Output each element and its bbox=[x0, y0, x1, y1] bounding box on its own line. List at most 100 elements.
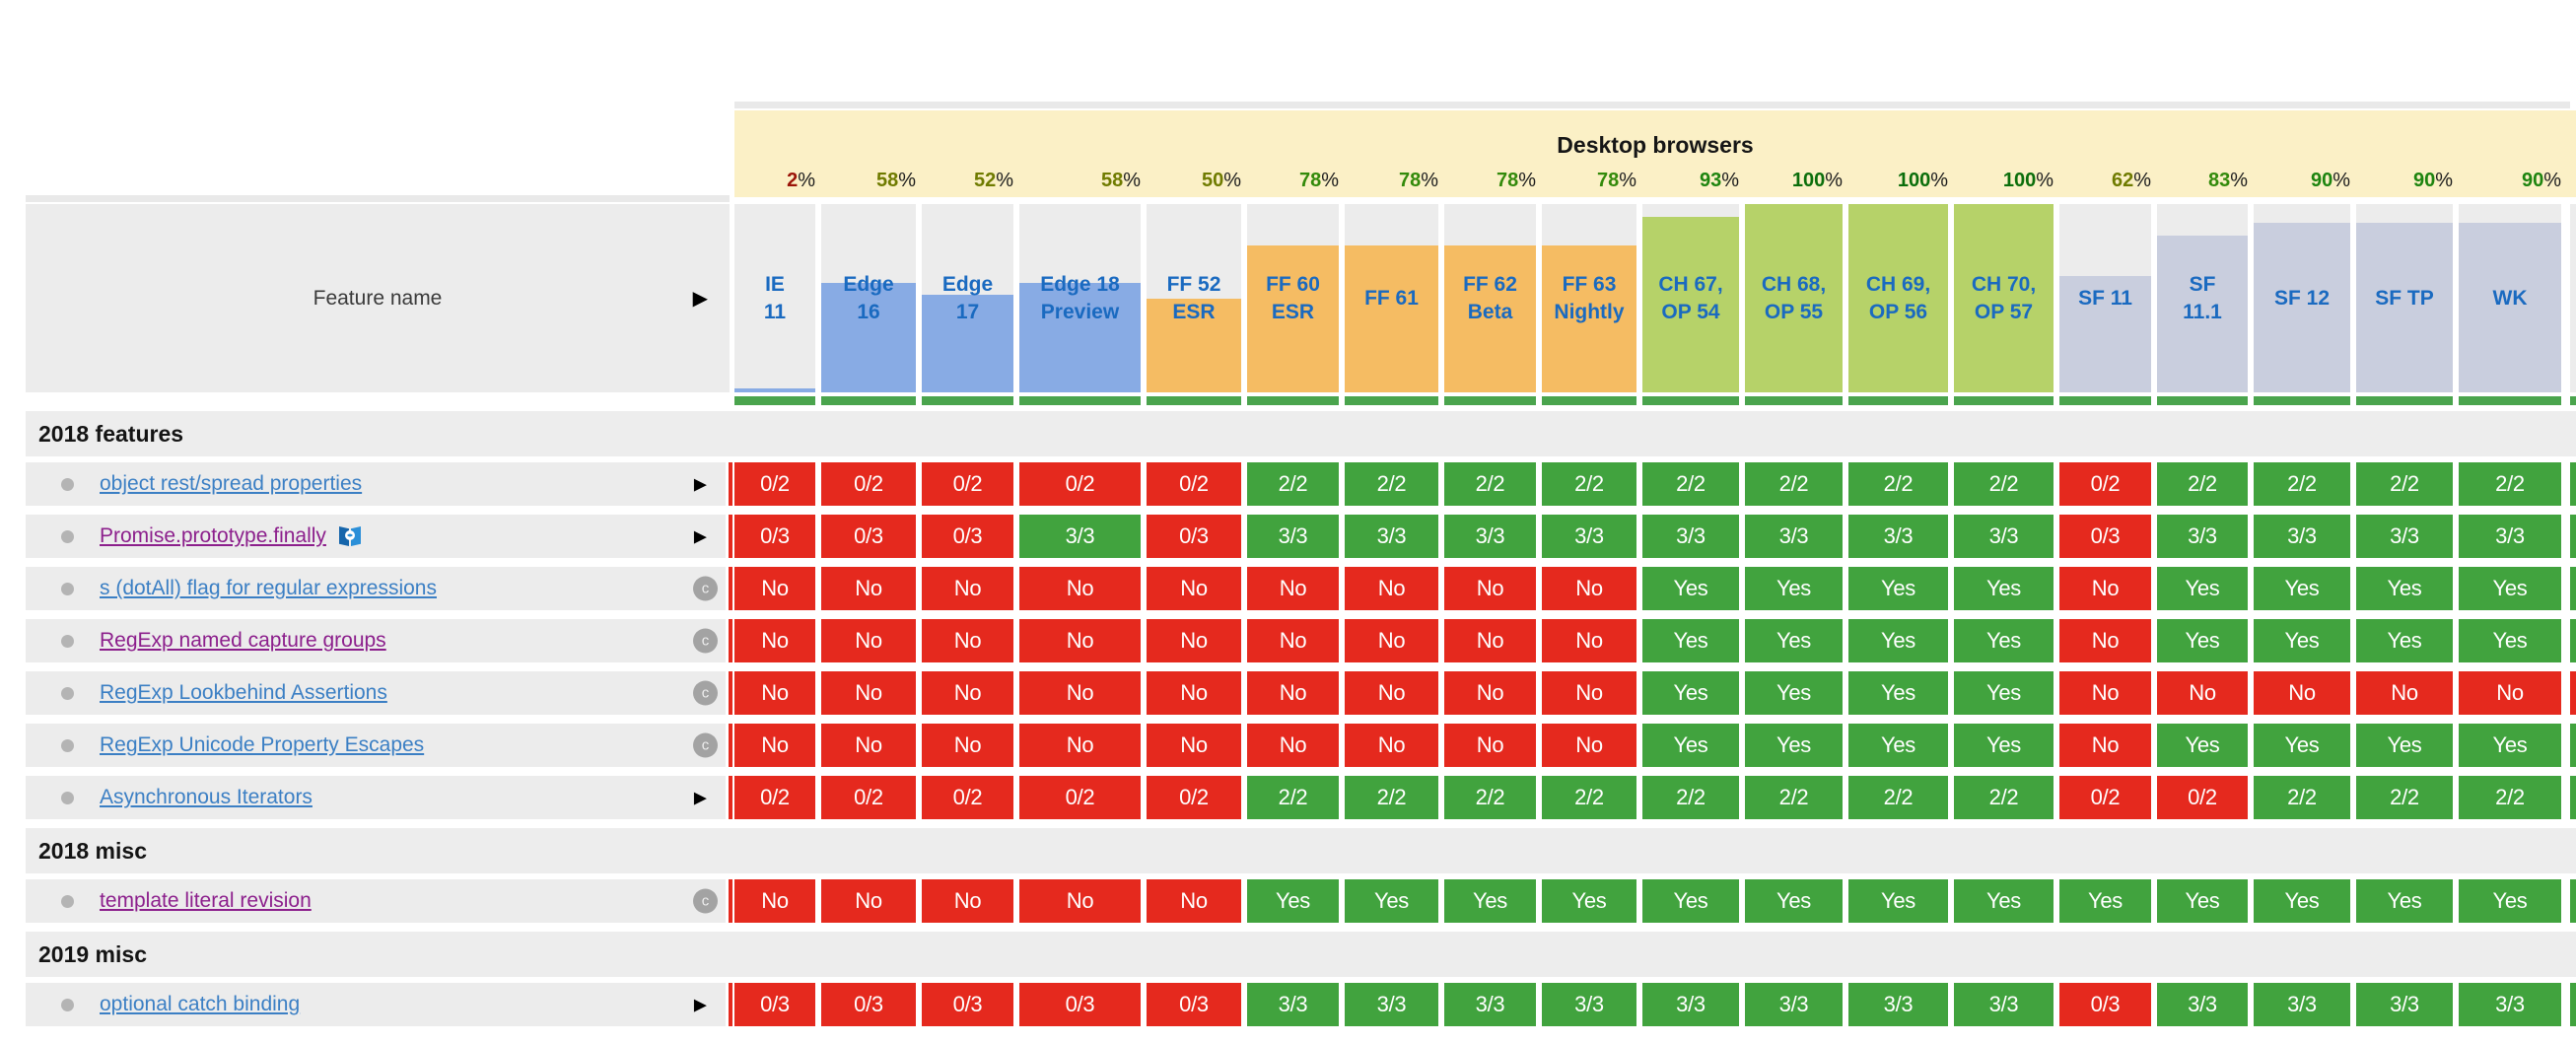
support-cell-edge-16: 0/3 bbox=[821, 983, 916, 1026]
clipped-column-sliver-left bbox=[729, 515, 732, 558]
feature-link[interactable]: Asynchronous Iterators bbox=[100, 786, 313, 808]
docs-flag-icon[interactable] bbox=[337, 525, 363, 547]
feature-name-cell: Promise.prototype.finally ▶ bbox=[26, 515, 726, 558]
changelog-badge[interactable]: c bbox=[693, 732, 718, 758]
support-cell-wk: Yes bbox=[2459, 879, 2561, 923]
browser-col-edge-16[interactable]: Edge 16 bbox=[821, 204, 916, 392]
browser-col-edge-17[interactable]: Edge 17 bbox=[922, 204, 1013, 392]
clipped-column-sliver-right bbox=[2570, 515, 2576, 558]
browser-col-ff-52-esr[interactable]: FF 52 ESR bbox=[1147, 204, 1241, 392]
feature-name-cell: Asynchronous Iterators ▶ bbox=[26, 776, 726, 819]
percent-value: 83 bbox=[2207, 170, 2231, 191]
feature-link[interactable]: template literal revision bbox=[100, 889, 312, 912]
percent-value: 78 bbox=[1596, 170, 1620, 191]
expand-all-arrow-icon[interactable]: ▶ bbox=[692, 287, 708, 310]
feature-link[interactable]: Promise.prototype.finally bbox=[100, 524, 326, 547]
browser-col-ff-63-nightly[interactable]: FF 63 Nightly bbox=[1542, 204, 1636, 392]
clipped-column-sliver-left bbox=[729, 462, 732, 506]
percent-sign: % bbox=[1930, 170, 1948, 191]
underline-edge-16 bbox=[821, 396, 916, 405]
support-percent-edge-16: 58% bbox=[821, 168, 916, 193]
browser-col-wk[interactable]: WK bbox=[2459, 204, 2561, 392]
support-cell-ch-68-op-55: 3/3 bbox=[1745, 515, 1843, 558]
expand-arrow-icon[interactable]: ▶ bbox=[693, 526, 707, 546]
browser-col-ff-61[interactable]: FF 61 bbox=[1345, 204, 1438, 392]
support-cell-edge-18-preview: No bbox=[1019, 567, 1141, 610]
bullet-icon bbox=[61, 477, 74, 491]
browser-col-ch-68-op-55[interactable]: CH 68, OP 55 bbox=[1745, 204, 1843, 392]
changelog-badge[interactable]: c bbox=[693, 888, 718, 914]
support-cell-edge-18-preview: 0/2 bbox=[1019, 776, 1141, 819]
support-percent-ch-67-op-54: 93% bbox=[1642, 168, 1739, 193]
browser-col-ff-62-beta[interactable]: FF 62 Beta bbox=[1444, 204, 1536, 392]
support-cell-ch-70-op-57: Yes bbox=[1954, 671, 2054, 715]
support-cell-edge-17: No bbox=[922, 724, 1013, 767]
support-cells: No No No No No No No No No Yes Yes Yes Yes No No No No No bbox=[734, 671, 2570, 715]
browser-col-sf-tp[interactable]: SF TP bbox=[2356, 204, 2453, 392]
support-cell-ff-60-esr: No bbox=[1247, 567, 1339, 610]
support-cell-ff-52-esr: No bbox=[1147, 879, 1241, 923]
support-cell-edge-17: No bbox=[922, 619, 1013, 662]
feature-link[interactable]: RegExp named capture groups bbox=[100, 629, 386, 652]
support-cell-ch-70-op-57: Yes bbox=[1954, 879, 2054, 923]
expand-arrow-icon[interactable]: ▶ bbox=[693, 474, 707, 494]
feature-name-cell: RegExp Lookbehind Assertions c bbox=[26, 671, 726, 715]
support-cell-sf-11-1: 3/3 bbox=[2157, 515, 2248, 558]
browser-col-sf-11[interactable]: SF 11 bbox=[2059, 204, 2151, 392]
percent-sign: % bbox=[1123, 170, 1141, 191]
support-cell-ff-52-esr: No bbox=[1147, 724, 1241, 767]
support-cell-ie-11: 0/2 bbox=[734, 462, 815, 506]
browser-col-edge-18-preview[interactable]: Edge 18 Preview bbox=[1019, 204, 1141, 392]
bullet-icon bbox=[61, 686, 74, 700]
feature-link[interactable]: RegExp Unicode Property Escapes bbox=[100, 733, 425, 756]
bullet-icon bbox=[61, 529, 74, 543]
changelog-badge[interactable]: c bbox=[693, 628, 718, 654]
support-cell-ff-60-esr: 2/2 bbox=[1247, 776, 1339, 819]
feature-link[interactable]: RegExp Lookbehind Assertions bbox=[100, 681, 387, 704]
support-cell-sf-11-1: Yes bbox=[2157, 724, 2248, 767]
clipped-column-sliver-left bbox=[729, 567, 732, 610]
browser-label: WK bbox=[2492, 286, 2528, 310]
table-top-border bbox=[734, 102, 2570, 108]
support-cell-edge-17: No bbox=[922, 879, 1013, 923]
browser-label: Edge 16 bbox=[843, 272, 894, 323]
support-cell-ff-52-esr: No bbox=[1147, 619, 1241, 662]
feature-link[interactable]: s (dotAll) flag for regular expressions bbox=[100, 577, 437, 599]
percent-value: 90 bbox=[2521, 170, 2544, 191]
support-cell-sf-tp: Yes bbox=[2356, 724, 2453, 767]
support-cell-ch-68-op-55: Yes bbox=[1745, 724, 1843, 767]
browser-col-ie-11[interactable]: IE 11 bbox=[734, 204, 815, 392]
browser-col-sf-11-1[interactable]: SF 11.1 bbox=[2157, 204, 2248, 392]
clipped-column-sliver-right bbox=[2570, 462, 2576, 506]
browser-col-ch-69-op-56[interactable]: CH 69, OP 56 bbox=[1848, 204, 1948, 392]
expand-arrow-icon[interactable]: ▶ bbox=[693, 788, 707, 807]
support-cell-edge-16: No bbox=[821, 879, 916, 923]
support-percent-ie-11: 2% bbox=[734, 168, 815, 193]
support-percent-ff-61: 78% bbox=[1345, 168, 1438, 193]
browser-col-ch-67-op-54[interactable]: CH 67, OP 54 bbox=[1642, 204, 1739, 392]
browser-col-ch-70-op-57[interactable]: CH 70, OP 57 bbox=[1954, 204, 2054, 392]
support-percent-ff-52-esr: 50% bbox=[1147, 168, 1241, 193]
clipped-column-sliver-right bbox=[2570, 567, 2576, 610]
support-cell-ch-68-op-55: 2/2 bbox=[1745, 776, 1843, 819]
clipped-browser-column bbox=[2570, 204, 2576, 392]
support-fill-bar bbox=[1745, 204, 1843, 392]
support-cell-sf-11: Yes bbox=[2059, 879, 2151, 923]
changelog-badge[interactable]: c bbox=[693, 680, 718, 706]
feature-link[interactable]: object rest/spread properties bbox=[100, 472, 363, 495]
feature-link[interactable]: optional catch binding bbox=[100, 993, 301, 1015]
underline-sf-tp bbox=[2356, 396, 2453, 405]
percent-sign: % bbox=[2332, 170, 2350, 191]
support-cell-wk: 2/2 bbox=[2459, 776, 2561, 819]
browser-col-sf-12[interactable]: SF 12 bbox=[2254, 204, 2350, 392]
changelog-badge[interactable]: c bbox=[693, 576, 718, 601]
support-percent-ff-62-beta: 78% bbox=[1444, 168, 1536, 193]
support-fill-bar bbox=[1848, 204, 1948, 392]
expand-arrow-icon[interactable]: ▶ bbox=[693, 995, 707, 1014]
underline-sf-11-1 bbox=[2157, 396, 2248, 405]
support-cell-sf-tp: 3/3 bbox=[2356, 515, 2453, 558]
support-cell-ff-63-nightly: 3/3 bbox=[1542, 515, 1636, 558]
percent-sign: % bbox=[996, 170, 1013, 191]
browser-col-ff-60-esr[interactable]: FF 60 ESR bbox=[1247, 204, 1339, 392]
support-cell-ch-69-op-56: 3/3 bbox=[1848, 983, 1948, 1026]
